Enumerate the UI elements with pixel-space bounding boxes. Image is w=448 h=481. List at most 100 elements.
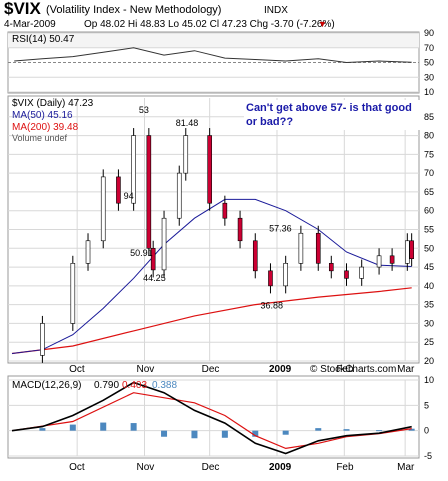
price-candle-body: [237, 217, 243, 242]
rsi-tick-label: 10: [424, 87, 434, 97]
legend-vix: $VIX (Daily) 47.23: [12, 98, 94, 109]
price-candle-body: [409, 240, 414, 259]
rsi-panel: 90 70 50 30 10 RSI(14) 50.47: [7, 28, 434, 97]
comment-box: Can't get above 57- is that good or bad?…: [244, 100, 421, 130]
price-x-tick-label: Oct: [69, 364, 85, 375]
price-candle-body: [268, 270, 273, 287]
macd-histogram-bar: [315, 428, 322, 431]
price-tick-label: 30: [424, 318, 434, 328]
macd-x-tick-label: Dec: [202, 462, 220, 473]
quote-date: 4-Mar-2009: [4, 19, 56, 30]
price-tick-label: 35: [424, 300, 434, 310]
price-candle-body: [283, 263, 288, 287]
macd-histogram-bar: [130, 423, 137, 431]
macd-label-hist: 0.388: [152, 380, 177, 391]
price-candle-body: [298, 232, 304, 264]
macd-label-value: 0.790: [94, 380, 119, 391]
rsi-y-ticks: 90 70 50 30 10: [8, 28, 434, 97]
price-tick-label: 75: [424, 149, 434, 159]
macd-histogram-bar: [100, 422, 107, 431]
macd-panel: 10 5 0 -5 MACD(12,26,9) 0.790 0.403 0.388: [7, 375, 434, 461]
rsi-label: RSI(14) 50.47: [12, 34, 75, 45]
price-x-tick-label: Dec: [202, 364, 220, 375]
rsi-tick-label: 30: [424, 72, 434, 82]
price-annotation: 50.91: [130, 248, 153, 258]
price-x-tick-label: Feb: [336, 364, 354, 375]
macd-histogram-bar: [221, 430, 228, 438]
price-candle-body: [328, 263, 334, 272]
macd-line: [11, 381, 412, 455]
price-candle-body: [344, 270, 349, 279]
rsi-line: [14, 47, 412, 64]
price-candle-body: [161, 217, 167, 271]
quote-ohlc: Op 48.02 Hi 48.83 Lo 45.02 Cl 47.23 Chg …: [84, 19, 335, 30]
price-candle-body: [315, 232, 321, 264]
macd-grid: 10 5 0 -5: [8, 375, 434, 461]
price-annotation: 94: [124, 191, 134, 201]
legend-volume: Volume undef: [12, 133, 68, 143]
price-tick-label: 20: [424, 356, 434, 366]
price-candle-body: [376, 255, 382, 268]
macd-tick-label: 5: [424, 400, 429, 410]
macd-histogram-bar: [191, 430, 198, 439]
price-candle-body: [359, 266, 364, 279]
macd-histogram: [39, 422, 415, 439]
price-candle-body: [70, 263, 76, 324]
exchange-label: INDX: [264, 5, 288, 16]
price-x-tick-label: Mar: [397, 364, 415, 375]
price-annotation: 57.36: [269, 224, 292, 234]
price-tick-label: 85: [424, 112, 434, 122]
macd-histogram-bar: [282, 430, 289, 435]
price-tick-label: 80: [424, 131, 434, 141]
price-candle-body: [116, 176, 121, 204]
price-candle-body: [85, 240, 91, 264]
price-annotation: 53: [139, 105, 149, 115]
price-candle-body: [252, 240, 258, 272]
price-x-tick-label: 2009: [269, 364, 292, 375]
macd-x-tick-label: Mar: [397, 462, 415, 473]
legend-ma50: MA(50) 45.16: [12, 110, 73, 121]
macd-x-tick-label: 2009: [269, 462, 292, 473]
macd-x-tick-label: Nov: [136, 462, 154, 473]
ma200-line: [11, 287, 412, 355]
macd-x-tick-label: Feb: [336, 462, 354, 473]
rsi-tick-label: 90: [424, 28, 434, 38]
price-annotation: 44.25: [143, 273, 166, 283]
price-candle-body: [146, 135, 152, 249]
price-tick-label: 40: [424, 281, 434, 291]
macd-label: MACD(12,26,9) 0.790 0.403 0.388: [12, 380, 177, 391]
price-tick-label: 25: [424, 337, 434, 347]
macd-histogram-bar: [161, 430, 168, 437]
price-tick-label: 60: [424, 206, 434, 216]
price-annotation: 81.48: [176, 118, 199, 128]
macd-histogram-bar: [69, 424, 76, 431]
symbol-title: $VIX: [4, 0, 42, 18]
price-tick-label: 70: [424, 168, 434, 178]
stockcharts-watermark: © StockCharts.com: [310, 364, 396, 375]
price-candle-body: [176, 172, 182, 219]
price-candle-body: [405, 240, 410, 264]
macd-histogram-bar: [408, 428, 415, 431]
macd-tick-label: -5: [424, 451, 432, 461]
price-annotation: 36.88: [260, 301, 283, 311]
rsi-overbought-band: [8, 33, 419, 48]
price-panel: 85 80 75 70 65 60 55 50 45 40 35 30 25 20 81.48 50.91 4…: [7, 95, 434, 366]
macd-panel-frame: [7, 375, 420, 459]
price-tick-label: 50: [424, 243, 434, 253]
price-tick-label: 45: [424, 262, 434, 272]
macd-histogram-bar: [39, 428, 46, 431]
macd-x-tick-label: Oct: [69, 462, 85, 473]
rsi-tick-label: 70: [424, 43, 434, 53]
price-candle-body: [207, 135, 212, 204]
macd-label-signal: 0.403: [122, 380, 147, 391]
price-bars: [40, 128, 414, 363]
legend-ma200: MA(200) 39.48: [12, 122, 79, 133]
price-candle-body: [40, 323, 45, 356]
price-x-tick-label: Nov: [136, 364, 154, 375]
price-candle-body: [389, 255, 395, 264]
comment-text: Can't get above 57- is that good or bad?…: [244, 100, 421, 130]
price-tick-label: 65: [424, 187, 434, 197]
rsi-tick-label: 50: [424, 58, 434, 68]
macd-histogram-bar: [376, 430, 383, 432]
